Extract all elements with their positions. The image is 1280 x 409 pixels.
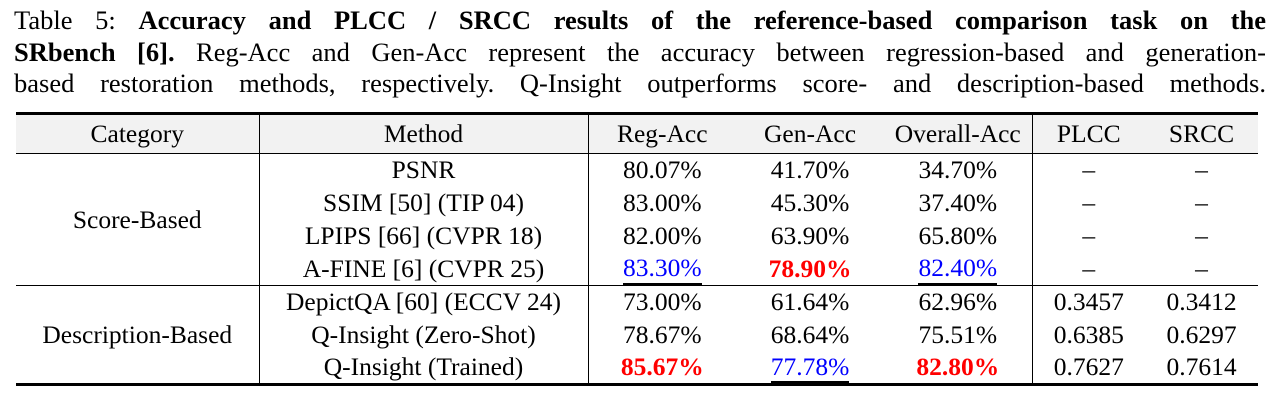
table-row-a-fine: A-FINE [6] (CVPR 25) 83.30% 78.90% 82.40… [16, 252, 1258, 286]
reg-acc-cell: 80.07% [622, 155, 702, 185]
overall-acc-cell: 65.80% [884, 219, 1033, 253]
srcc-cell: – [1195, 221, 1208, 250]
results-table: Category Method Reg-Acc Gen-Acc Overall-… [16, 112, 1258, 386]
col-header-gen-acc: Gen-Acc [736, 113, 884, 154]
table-row-psnr: Score-Based PSNR 80.07% 41.70% 34.70% – … [16, 153, 1258, 286]
plcc-cell: 0.6385 [1053, 320, 1124, 349]
method-cell: PSNR [259, 153, 589, 187]
plcc-cell: – [1082, 221, 1096, 250]
plcc-cell: 0.7627 [1053, 352, 1124, 382]
reg-acc-cell: 78.67% [622, 320, 702, 349]
method-cell: DepictQA [60] (ECCV 24) [259, 285, 589, 319]
gen-acc-cell: 68.64% [770, 320, 850, 349]
plcc-cell: – [1082, 155, 1096, 185]
second-best-value: 77.78% [770, 353, 850, 383]
method-cell: Q-Insight (Zero-Shot) [259, 318, 589, 352]
best-value: 78.90% [768, 253, 852, 283]
srcc-cell: 0.6297 [1166, 320, 1237, 349]
table-header-row: Category Method Reg-Acc Gen-Acc Overall-… [16, 113, 1258, 154]
gen-acc-cell: 45.30% [770, 188, 850, 217]
second-best-value: 83.30% [622, 255, 702, 285]
category-cell-score-based: Score-Based [16, 153, 260, 286]
reg-acc-cell: 82.00% [622, 221, 702, 250]
col-header-reg-acc: Reg-Acc [588, 113, 736, 154]
gen-acc-cell: 61.64% [736, 285, 884, 319]
category-cell-description-based: Description-Based [16, 285, 260, 385]
col-header-overall-acc: Overall-Acc [884, 113, 1033, 154]
method-cell: A-FINE [6] (CVPR 25) [259, 252, 589, 286]
caption-bold-title-cont: SRbench [6]. [14, 36, 175, 67]
plcc-cell: – [1082, 188, 1096, 217]
srcc-cell: 0.3412 [1145, 285, 1258, 319]
caption-label: Table 5: [14, 5, 139, 35]
method-cell: LPIPS [66] (CVPR 18) [259, 219, 589, 253]
overall-acc-cell: 82.80% [884, 351, 1033, 385]
best-value: 85.67% [620, 352, 704, 382]
table-row-depictqa: Description-Based DepictQA [60] (ECCV 24… [16, 285, 1258, 385]
gen-acc-cell: 77.78% [736, 352, 884, 385]
best-value: 82.80% [916, 352, 1000, 382]
table-row-lpips: LPIPS [66] (CVPR 18) 82.00% 63.90% 65.80… [16, 219, 1258, 253]
method-cell: Q-Insight (Trained) [259, 351, 589, 385]
overall-acc-cell: 37.40% [884, 186, 1033, 220]
gen-acc-cell: 41.70% [770, 155, 850, 185]
overall-acc-cell: 75.51% [884, 318, 1033, 352]
table-row-ssim: SSIM [50] (TIP 04) 83.00% 45.30% 37.40% … [16, 186, 1258, 220]
caption-line-3: based restoration methods, respectively.… [14, 68, 1266, 100]
col-header-category: Category [16, 113, 260, 154]
reg-acc-cell: 73.00% [588, 285, 736, 319]
caption-bold-title: Accuracy and PLCC / SRCC results of the … [138, 5, 1266, 35]
results-table-wrapper: Category Method Reg-Acc Gen-Acc Overall-… [16, 112, 1258, 386]
plcc-cell: 0.3457 [1032, 285, 1145, 319]
srcc-cell: – [1195, 155, 1208, 185]
srcc-cell: – [1195, 188, 1208, 217]
table-row-q-insight-zero-shot: Q-Insight (Zero-Shot) 78.67% 68.64% 75.5… [16, 318, 1258, 352]
method-cell: SSIM [50] (TIP 04) [259, 186, 589, 220]
caption-line-1: Table 5: Accuracy and PLCC / SRCC result… [14, 5, 1266, 37]
reg-acc-cell: 85.67% [588, 352, 736, 385]
overall-acc-cell: 62.96% [884, 285, 1033, 319]
gen-acc-cell: 78.90% [736, 253, 884, 286]
reg-acc-cell: 83.30% [588, 253, 736, 286]
second-best-value: 82.40% [918, 255, 998, 285]
gen-acc-cell: 63.90% [770, 221, 850, 250]
col-header-plcc: PLCC [1032, 113, 1145, 154]
srcc-cell: – [1195, 253, 1208, 283]
overall-acc-cell: 34.70% [884, 153, 1033, 187]
table-row-q-insight-trained: Q-Insight (Trained) 85.67% 77.78% 82.80%… [16, 351, 1258, 385]
table-caption: Table 5: Accuracy and PLCC / SRCC result… [14, 5, 1266, 100]
caption-text: Reg-Acc and Gen-Acc represent the accura… [174, 36, 1266, 67]
col-header-srcc: SRCC [1145, 113, 1258, 154]
reg-acc-cell: 83.00% [622, 188, 702, 217]
overall-acc-cell: 82.40% [884, 252, 1033, 286]
caption-line-2: SRbench [6]. Reg-Acc and Gen-Acc represe… [14, 37, 1266, 69]
srcc-cell: 0.7614 [1166, 352, 1237, 382]
col-header-method: Method [259, 113, 589, 154]
plcc-cell: – [1082, 253, 1096, 283]
caption-text-cont: based restoration methods, respectively.… [14, 68, 1266, 98]
